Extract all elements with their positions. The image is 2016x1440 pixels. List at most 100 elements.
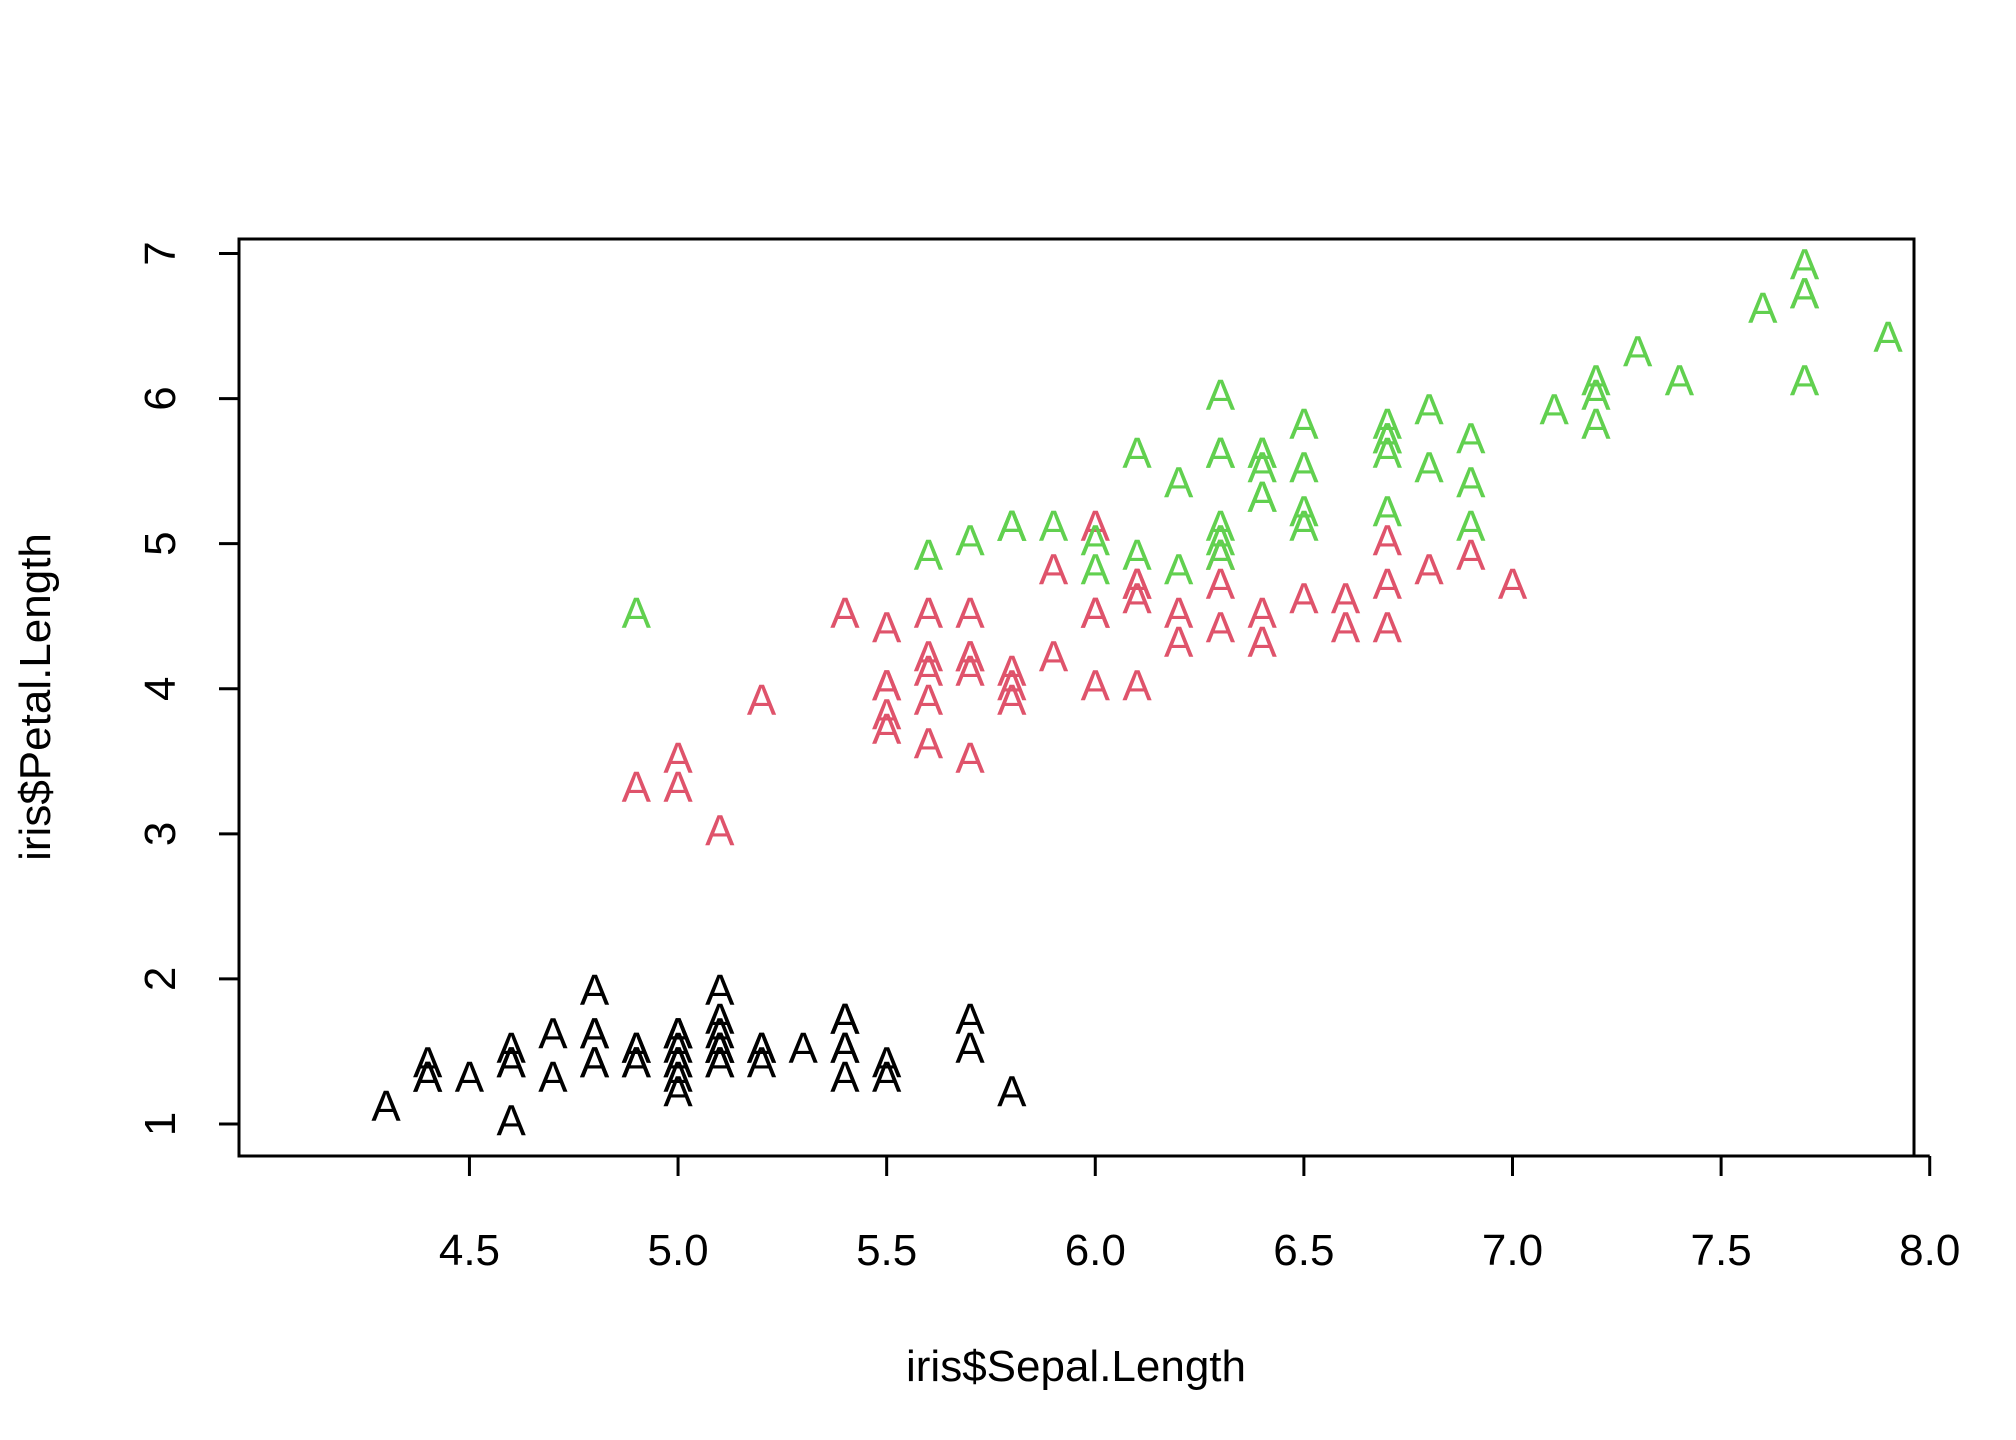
data-point: A xyxy=(538,1053,568,1102)
x-tick-label: 5.5 xyxy=(856,1226,917,1275)
data-point: A xyxy=(1081,516,1111,565)
data-point: A xyxy=(914,531,944,580)
x-axis: 4.5 5.0 5.5 6.0 6.5 7.0 7.5 8.0 xyxy=(439,1154,1960,1275)
data-point: A xyxy=(496,1039,526,1088)
y-tick-label: 5 xyxy=(136,531,185,555)
data-point: A xyxy=(1081,589,1111,638)
data-point: A xyxy=(1206,560,1236,609)
data-point: A xyxy=(1456,458,1486,507)
data-point: A xyxy=(663,1039,693,1088)
data-point: A xyxy=(997,502,1027,551)
data-point: A xyxy=(1122,560,1152,609)
data-point: A xyxy=(1122,661,1152,710)
data-point: A xyxy=(622,763,652,812)
data-point: A xyxy=(1122,574,1152,623)
data-point: A xyxy=(705,1024,735,1073)
data-point: A xyxy=(872,603,902,652)
data-point: A xyxy=(997,661,1027,710)
y-tick-label: 4 xyxy=(136,677,185,701)
data-point: A xyxy=(1540,386,1570,435)
data-point: A xyxy=(1289,502,1319,551)
data-point: A xyxy=(830,1024,860,1073)
data-point: A xyxy=(1790,357,1820,406)
data-point: A xyxy=(1414,386,1444,435)
data-point: A xyxy=(955,734,985,783)
x-tick-label: 6.5 xyxy=(1273,1226,1334,1275)
data-point: A xyxy=(955,995,985,1044)
data-point: A xyxy=(538,1010,568,1059)
data-point: A xyxy=(955,589,985,638)
data-point: A xyxy=(997,1068,1027,1117)
data-point: A xyxy=(705,995,735,1044)
data-point: A xyxy=(622,1039,652,1088)
data-point: A xyxy=(663,734,693,783)
x-tick-label: 7.5 xyxy=(1691,1226,1752,1275)
data-point: A xyxy=(1289,487,1319,536)
data-point: A xyxy=(455,1053,485,1102)
data-point: A xyxy=(663,1068,693,1117)
y-axis: 1 2 3 4 5 6 7 xyxy=(136,241,241,1136)
data-point: A xyxy=(1748,284,1778,333)
x-tick-label: 4.5 xyxy=(439,1226,500,1275)
data-point: A xyxy=(1456,502,1486,551)
data-point: A xyxy=(1247,429,1277,478)
data-point: A xyxy=(747,1024,777,1073)
data-point: A xyxy=(663,1053,693,1102)
data-point: A xyxy=(914,719,944,768)
data-point: A xyxy=(580,1010,610,1059)
data-point: A xyxy=(663,1010,693,1059)
plot-frame xyxy=(237,237,1916,1158)
data-point: A xyxy=(1247,473,1277,522)
data-point: A xyxy=(1581,371,1611,420)
data-point: A xyxy=(1790,270,1820,319)
data-point: A xyxy=(1164,618,1194,667)
data-point: A xyxy=(1039,502,1069,551)
data-point: A xyxy=(1373,415,1403,464)
x-tick-label: 6.0 xyxy=(1065,1226,1126,1275)
data-point: A xyxy=(1122,429,1152,478)
data-point: A xyxy=(1164,545,1194,594)
data-point: A xyxy=(1247,444,1277,493)
data-point: A xyxy=(1289,400,1319,449)
data-point: A xyxy=(1206,371,1236,420)
data-point: A xyxy=(830,995,860,1044)
data-point: A xyxy=(1373,487,1403,536)
data-point: A xyxy=(955,1024,985,1073)
data-point: A xyxy=(1081,502,1111,551)
data-point: A xyxy=(955,647,985,696)
data-point: A xyxy=(1206,531,1236,580)
data-point: A xyxy=(914,647,944,696)
data-point: A xyxy=(1456,531,1486,580)
data-point: A xyxy=(1289,574,1319,623)
data-point: A xyxy=(872,1053,902,1102)
x-tick-label: 8.0 xyxy=(1899,1226,1960,1275)
data-point: A xyxy=(1081,545,1111,594)
y-tick-label: 3 xyxy=(136,822,185,846)
data-point: A xyxy=(1206,429,1236,478)
data-point: A xyxy=(705,806,735,855)
data-point: A xyxy=(496,1039,526,1088)
data-point: A xyxy=(1247,429,1277,478)
data-point: A xyxy=(872,661,902,710)
data-point: A xyxy=(1122,560,1152,609)
data-point: A xyxy=(580,1039,610,1088)
data-point: A xyxy=(1206,429,1236,478)
data-point: A xyxy=(663,1010,693,1059)
data-point: A xyxy=(1039,632,1069,681)
data-point: A xyxy=(580,1039,610,1088)
data-point: A xyxy=(705,1039,735,1088)
data-point: A xyxy=(663,1039,693,1088)
data-point: A xyxy=(997,502,1027,551)
data-point: A xyxy=(830,995,860,1044)
data-point: A xyxy=(955,632,985,681)
y-tick-label: 7 xyxy=(136,241,185,265)
data-point: A xyxy=(1414,444,1444,493)
data-point: A xyxy=(1164,589,1194,638)
data-point: A xyxy=(1247,589,1277,638)
data-point: A xyxy=(496,1024,526,1073)
data-point: A xyxy=(997,502,1027,551)
data-point: A xyxy=(1206,531,1236,580)
